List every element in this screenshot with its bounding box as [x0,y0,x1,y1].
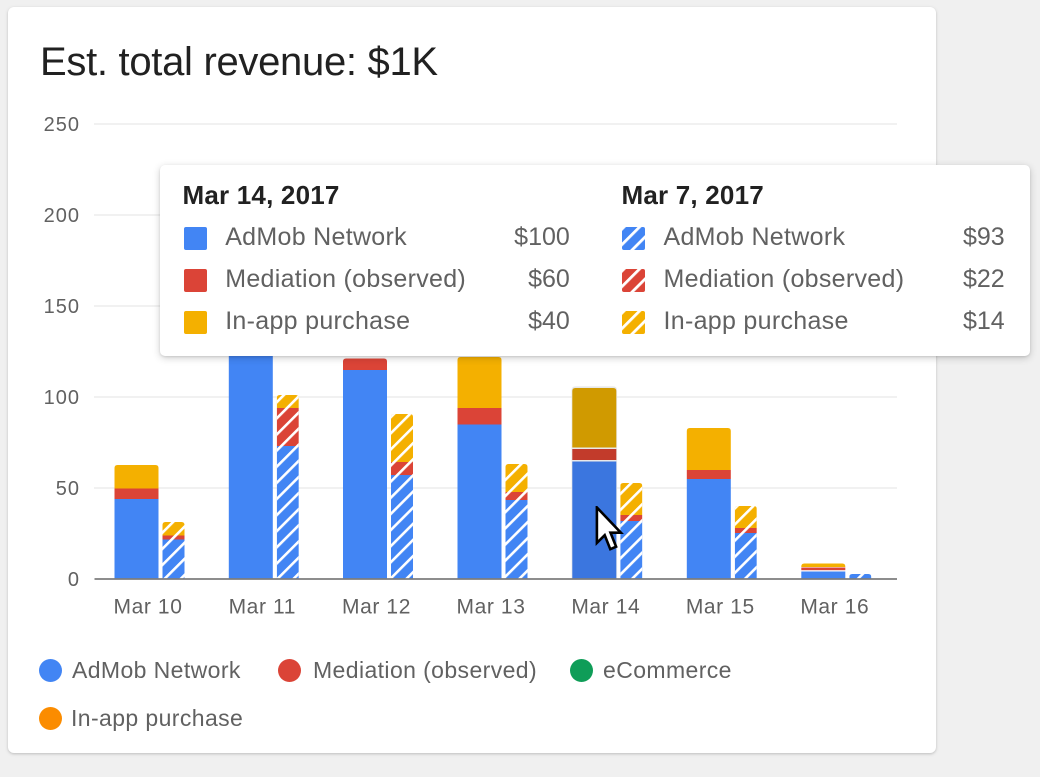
svg-text:Mar 13: Mar 13 [457,596,526,619]
svg-text:50: 50 [56,478,80,500]
svg-text:Mar 14: Mar 14 [571,596,640,619]
svg-text:100: 100 [44,387,80,409]
svg-text:Mar 15: Mar 15 [686,596,755,619]
svg-text:0: 0 [68,569,80,591]
svg-text:200: 200 [44,205,80,227]
svg-text:Mar 12: Mar 12 [342,596,411,619]
svg-text:Mar 10: Mar 10 [114,596,183,619]
svg-text:Mar 11: Mar 11 [229,596,296,619]
svg-text:Mar 16: Mar 16 [800,596,869,619]
svg-text:250: 250 [44,114,80,136]
svg-text:150: 150 [44,296,80,318]
